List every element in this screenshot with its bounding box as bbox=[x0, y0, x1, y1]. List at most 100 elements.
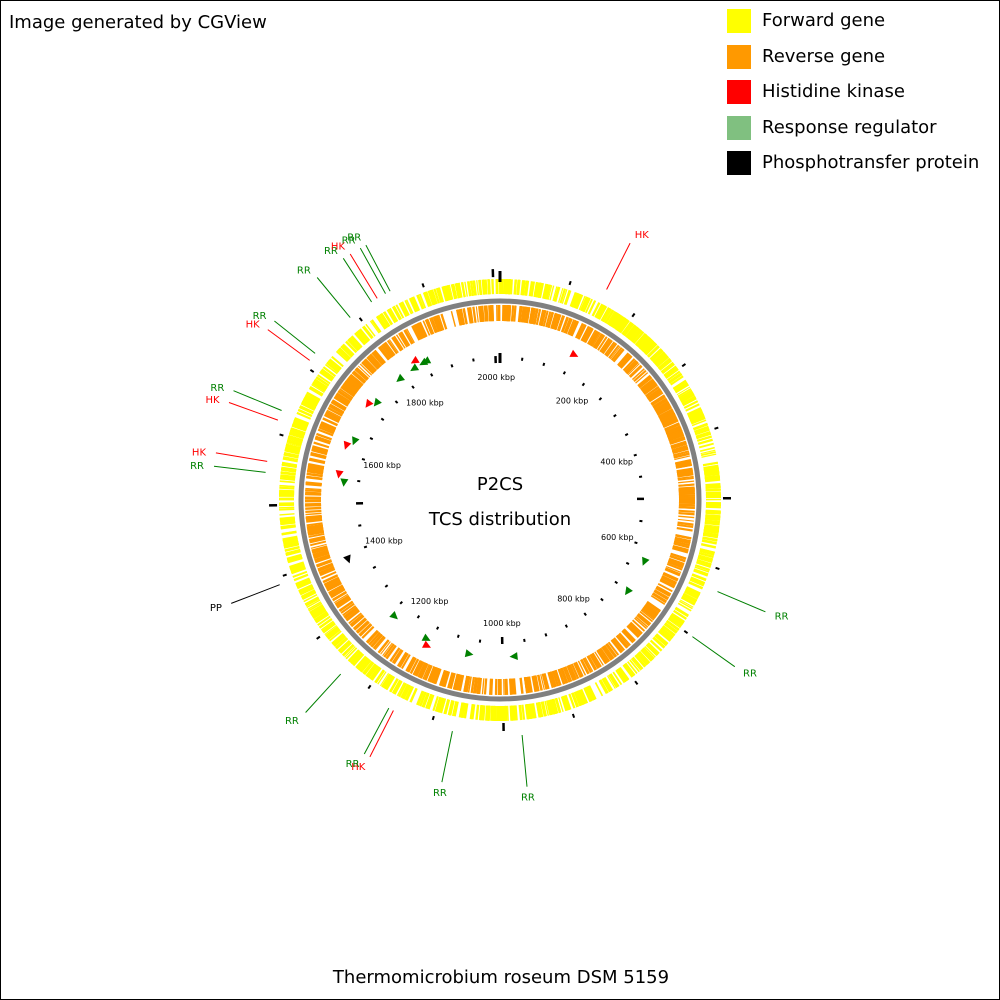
inner-tick-minor bbox=[430, 373, 434, 377]
forward-gene-mark bbox=[287, 438, 303, 445]
reverse-gene-mark bbox=[312, 549, 329, 555]
forward-gene-mark bbox=[597, 305, 608, 320]
reverse-gene-mark bbox=[668, 558, 685, 567]
forward-gene-mark bbox=[683, 591, 699, 600]
forward-gene-mark bbox=[679, 391, 694, 400]
reverse-gene-mark bbox=[340, 387, 355, 398]
reverse-gene-mark bbox=[335, 393, 351, 405]
reverse-gene-mark bbox=[368, 632, 381, 646]
inner-tick-minor bbox=[624, 433, 629, 437]
reverse-gene-mark bbox=[328, 585, 344, 595]
forward-gene-mark bbox=[666, 620, 680, 631]
reverse-gene-mark bbox=[619, 632, 631, 646]
forward-gene-mark bbox=[342, 343, 355, 356]
forward-gene-mark bbox=[651, 350, 664, 362]
forward-gene-mark bbox=[547, 285, 553, 300]
inner-tick-minor bbox=[394, 400, 399, 404]
forward-gene-mark bbox=[311, 384, 325, 393]
forward-gene-mark bbox=[704, 525, 720, 530]
reverse-gene-mark bbox=[649, 392, 664, 403]
hk-marker bbox=[335, 470, 344, 479]
inner-tick-minor bbox=[380, 417, 385, 422]
forward-gene-mark bbox=[698, 552, 714, 559]
forward-gene-mark bbox=[646, 643, 659, 656]
reverse-gene-mark bbox=[509, 678, 512, 695]
forward-gene-mark bbox=[418, 293, 426, 309]
reverse-gene-mark bbox=[674, 540, 690, 546]
reverse-gene-mark bbox=[587, 329, 597, 345]
reverse-gene-mark bbox=[635, 372, 649, 384]
reverse-gene-mark bbox=[526, 676, 531, 693]
forward-gene-mark bbox=[637, 335, 650, 349]
reverse-gene-mark bbox=[611, 638, 624, 653]
reverse-gene-mark bbox=[645, 602, 660, 614]
reverse-gene-mark bbox=[481, 678, 485, 695]
reverse-gene-mark bbox=[409, 658, 420, 674]
reverse-gene-mark bbox=[610, 346, 623, 361]
forward-gene-mark bbox=[655, 633, 669, 645]
reverse-gene-mark bbox=[661, 415, 677, 424]
rr-callout-label: RR bbox=[285, 716, 299, 727]
reverse-gene-mark bbox=[314, 555, 331, 564]
forward-gene-mark bbox=[286, 443, 301, 449]
reverse-gene-mark bbox=[388, 339, 399, 353]
reverse-gene-mark bbox=[610, 639, 623, 654]
reverse-gene-mark bbox=[357, 365, 371, 378]
reverse-gene-mark bbox=[591, 332, 602, 347]
reverse-gene-mark bbox=[669, 554, 686, 562]
forward-gene-mark bbox=[571, 692, 579, 708]
forward-gene-mark bbox=[313, 611, 328, 621]
reverse-gene-mark bbox=[346, 609, 360, 622]
rr-marker bbox=[421, 633, 431, 641]
reverse-gene-mark bbox=[648, 390, 663, 401]
forward-gene-mark bbox=[287, 555, 303, 563]
reverse-gene-mark bbox=[431, 667, 438, 683]
outer-tick-minor bbox=[309, 368, 315, 373]
forward-gene-mark bbox=[335, 350, 349, 363]
reverse-gene-mark bbox=[401, 654, 411, 670]
forward-gene-mark bbox=[615, 669, 625, 684]
reverse-gene-mark bbox=[306, 518, 323, 523]
rr-callout-label: RR bbox=[297, 266, 311, 277]
reverse-gene-mark bbox=[333, 396, 349, 407]
hk-callout-line bbox=[369, 710, 394, 758]
forward-gene-mark bbox=[674, 382, 689, 393]
forward-gene-mark bbox=[672, 379, 686, 389]
reverse-gene-mark bbox=[489, 678, 493, 695]
reverse-gene-mark bbox=[429, 317, 437, 334]
reverse-gene-mark bbox=[370, 634, 384, 648]
reverse-gene-mark bbox=[564, 666, 573, 682]
reverse-gene-mark bbox=[489, 305, 493, 322]
reverse-gene-mark bbox=[669, 438, 686, 445]
forward-gene-mark bbox=[448, 284, 454, 300]
reverse-gene-mark bbox=[305, 482, 322, 486]
forward-gene-mark bbox=[317, 374, 331, 385]
reverse-gene-mark bbox=[672, 447, 689, 454]
reverse-gene-mark bbox=[641, 380, 656, 393]
rr-callout-label: RR bbox=[521, 793, 535, 804]
reverse-gene-mark bbox=[569, 664, 578, 680]
reverse-gene-mark bbox=[393, 649, 404, 665]
reverse-gene-mark bbox=[368, 354, 381, 368]
reverse-gene-mark bbox=[520, 306, 525, 323]
reverse-gene-mark bbox=[593, 333, 604, 349]
forward-gene-mark bbox=[401, 301, 410, 316]
forward-gene-mark bbox=[355, 331, 367, 344]
reverse-gene-mark bbox=[416, 661, 424, 677]
forward-gene-mark bbox=[282, 458, 298, 463]
outer-tick-minor bbox=[367, 684, 372, 690]
reverse-gene-mark bbox=[594, 651, 604, 666]
inner-tick-minor bbox=[456, 634, 460, 638]
forward-gene-mark bbox=[331, 355, 344, 368]
reverse-gene-mark bbox=[543, 310, 549, 327]
forward-gene-mark bbox=[633, 331, 645, 345]
reverse-gene-mark bbox=[581, 326, 591, 342]
reverse-gene-mark bbox=[384, 341, 396, 356]
reverse-gene-mark bbox=[411, 325, 421, 341]
forward-gene-mark bbox=[576, 690, 585, 706]
reverse-gene-mark bbox=[504, 305, 507, 322]
forward-gene-mark bbox=[616, 668, 628, 683]
reverse-gene-mark bbox=[672, 446, 688, 452]
reverse-gene-mark bbox=[437, 314, 445, 331]
